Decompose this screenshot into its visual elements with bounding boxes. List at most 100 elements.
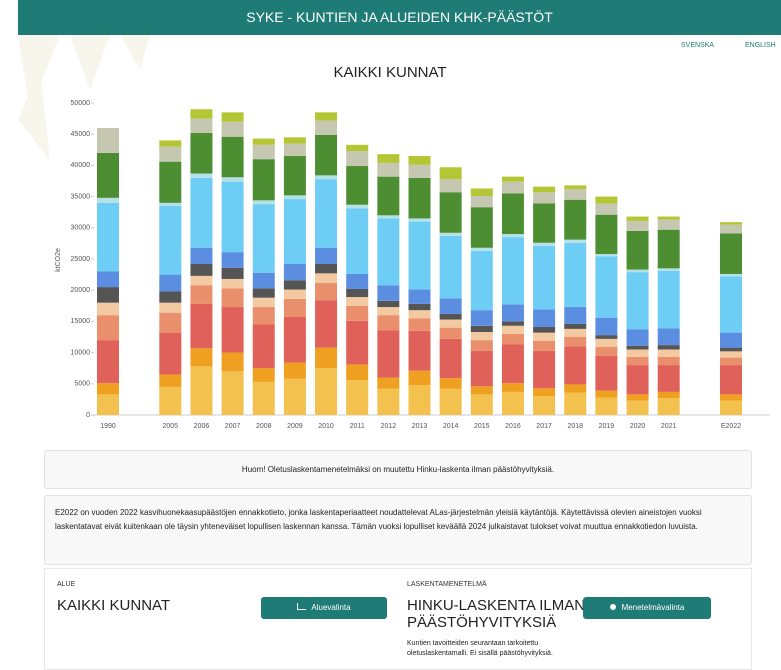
bar-segment (377, 163, 399, 177)
x-tick-label: 2013 (412, 423, 428, 430)
bar-segment (346, 306, 368, 321)
bar-segment (346, 297, 368, 306)
bar-segment (222, 137, 244, 178)
y-axis-label: ktCO2e (55, 248, 62, 272)
bar-segment (222, 122, 244, 137)
bar-segment (502, 237, 524, 304)
bar-segment (502, 177, 524, 182)
x-tick-label: 2020 (630, 423, 646, 430)
bar-segment (97, 383, 119, 394)
bar-segment (658, 328, 680, 345)
bar-segment (190, 174, 212, 178)
bar-segment (190, 285, 212, 304)
bar-segment (564, 200, 586, 240)
bar-segment (440, 328, 462, 339)
bar-segment (595, 339, 617, 347)
bar-segment (97, 303, 119, 315)
language-link[interactable]: ENGLISH (745, 42, 776, 49)
language-link[interactable]: SVENSKA (681, 42, 714, 49)
bar-segment (440, 320, 462, 328)
bar-segment (346, 364, 368, 380)
bar-segment (159, 333, 181, 375)
method-label: LASKENTAMENETELMÄ (407, 581, 487, 588)
bar-segment (471, 386, 493, 394)
bar-segment (720, 365, 742, 394)
bar-segment (97, 271, 119, 287)
bar-segment (315, 273, 337, 282)
bar-segment (409, 290, 431, 304)
bar-segment (377, 389, 399, 415)
bar-segment (315, 248, 337, 264)
bar-segment (284, 156, 306, 195)
bar-segment (720, 222, 742, 224)
bar-segment (284, 299, 306, 317)
method-button[interactable]: Menetelmävalinta (583, 597, 711, 619)
bar-segment (564, 384, 586, 392)
bar-segment (346, 208, 368, 274)
method-description: Kuntien tavoitteiden seurantaan tarkoite… (407, 639, 597, 659)
bar-segment (284, 264, 306, 280)
bar-segment (159, 203, 181, 206)
bar-segment (471, 332, 493, 340)
x-tick-label: 2009 (287, 423, 303, 430)
bar-segment (595, 215, 617, 254)
bar-segment (159, 303, 181, 313)
bar-segment (97, 394, 119, 415)
bar-segment (595, 356, 617, 391)
bar-segment (315, 135, 337, 176)
bar-segment (346, 274, 368, 289)
bar-segment (409, 331, 431, 371)
bar-segment (377, 301, 399, 307)
bar-segment (222, 252, 244, 268)
bar-segment (346, 145, 368, 151)
bar-segment (564, 240, 586, 243)
bar-segment (471, 340, 493, 351)
bar-segment (190, 304, 212, 348)
bar-segment (502, 344, 524, 383)
bar-segment (471, 188, 493, 195)
bar-segment (159, 140, 181, 146)
notice: Huom! Oletuslaskentamenetelmäksi on muut… (44, 450, 752, 489)
bar-segment (284, 379, 306, 415)
bar-segment (377, 330, 399, 377)
bar-segment (471, 207, 493, 248)
bar-segment (533, 203, 555, 242)
bar-segment (502, 234, 524, 237)
bar-segment (315, 283, 337, 300)
bar-segment (627, 349, 649, 356)
bar-segment (315, 348, 337, 369)
bar-segment (97, 153, 119, 198)
bar-segment (284, 199, 306, 264)
bar-segment (190, 366, 212, 415)
bar-segment (564, 307, 586, 324)
y-tick-label: 15000 (71, 318, 91, 325)
bar-segment (222, 288, 244, 307)
bar-segment (253, 145, 275, 159)
chart: KAIKKI KUNNAT ktCO2e 0500010000150002000… (0, 0, 781, 445)
bar-segment (253, 307, 275, 324)
bar-segment (440, 339, 462, 378)
bar-segment (159, 147, 181, 162)
bar-segment (471, 326, 493, 332)
bar-segment (720, 351, 742, 357)
bar-segment (253, 288, 275, 297)
bar-segment (595, 398, 617, 415)
bar-segment (533, 396, 555, 415)
bar-segment (658, 268, 680, 270)
bar-segment (564, 324, 586, 329)
bar-segment (627, 231, 649, 270)
bar-segment (440, 389, 462, 415)
page: KAIKKI KUNNAT ktCO2e 0500010000150002000… (0, 0, 781, 658)
bar-segment (533, 246, 555, 310)
bar-segment (471, 248, 493, 251)
x-tick-label: 2018 (567, 423, 583, 430)
bar-segment (190, 133, 212, 174)
bar-segment (627, 357, 649, 365)
bar-segment (720, 358, 742, 365)
bar-segment (346, 166, 368, 205)
bar-segment (377, 154, 399, 163)
bar-segment (502, 305, 524, 322)
bar-segment (377, 315, 399, 330)
region-button[interactable]: Aluevalinta (261, 597, 387, 619)
bar-segment (627, 346, 649, 350)
